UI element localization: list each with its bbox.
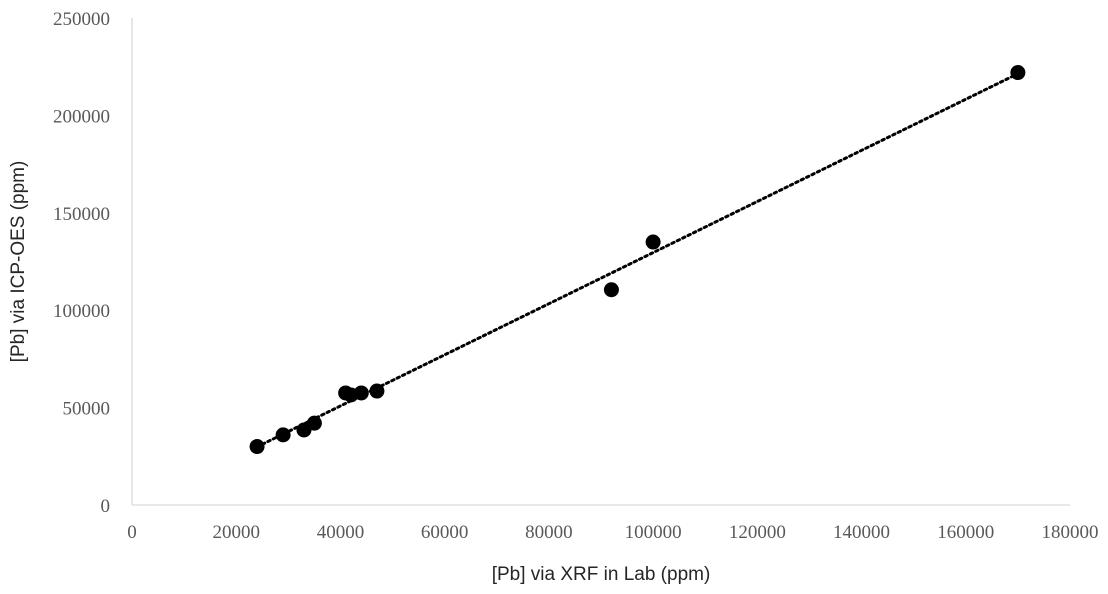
y-tick-label: 150000 (53, 204, 110, 225)
x-tick-label: 60000 (421, 522, 469, 543)
trendline-layer (255, 72, 1020, 449)
axes (131, 18, 1070, 506)
trendline (255, 72, 1020, 449)
data-point (275, 427, 291, 443)
data-point (1010, 65, 1026, 81)
y-tick-labels: 0 50000 100000 150000 200000 250000 (53, 9, 110, 517)
y-tick-label: 250000 (53, 9, 110, 30)
x-tick-label: 140000 (833, 522, 890, 543)
data-point (369, 383, 385, 399)
data-point (603, 282, 619, 298)
data-points (249, 65, 1026, 455)
data-point (645, 234, 661, 250)
x-tick-label: 20000 (212, 522, 260, 543)
x-tick-labels: 0 20000 40000 60000 80000 100000 120000 140000 1… (127, 522, 1098, 543)
data-point (249, 439, 265, 455)
x-tick-label: 0 (127, 522, 137, 543)
y-axis-title: [Pb] via ICP-OES (ppm) (8, 161, 29, 363)
y-tick-label: 50000 (63, 399, 111, 420)
x-tick-label: 160000 (937, 522, 994, 543)
y-tick-label: 200000 (53, 106, 110, 127)
x-tick-label: 100000 (625, 522, 682, 543)
x-tick-label: 80000 (525, 522, 573, 543)
x-tick-label: 40000 (317, 522, 365, 543)
x-tick-label: 180000 (1042, 522, 1099, 543)
data-point (353, 385, 369, 401)
x-tick-label: 120000 (729, 522, 786, 543)
data-point (306, 415, 322, 431)
x-axis-title: [Pb] via XRF in Lab (ppm) (492, 564, 711, 585)
y-tick-label: 100000 (53, 301, 110, 322)
y-tick-label: 0 (101, 496, 111, 517)
